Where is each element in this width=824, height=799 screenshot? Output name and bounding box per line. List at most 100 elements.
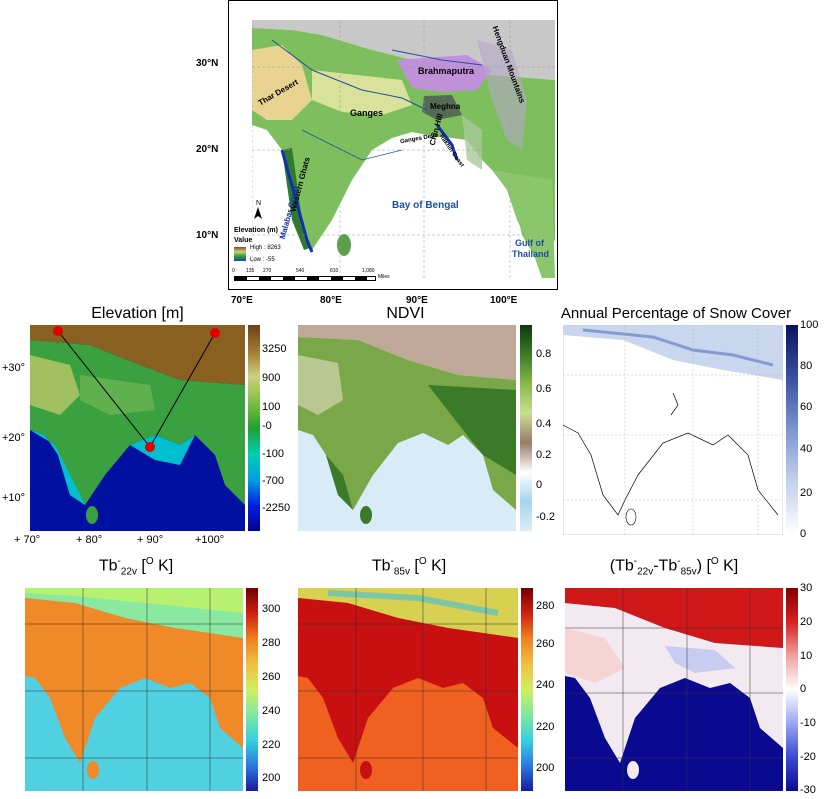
- scale-bar: [234, 276, 376, 281]
- title-part: Tb: [98, 557, 118, 575]
- elevation-cb-tick: -2250: [262, 502, 291, 514]
- elevation-lon-tick: + 90°: [137, 534, 164, 546]
- top-lat-label: 20°N: [196, 144, 219, 155]
- ndvi-cb-tick: 0.6: [536, 383, 552, 395]
- title-sub: 85v: [680, 566, 697, 578]
- ndvi-cb-tick: 0.4: [536, 418, 552, 430]
- title-part: -Tb: [653, 557, 678, 575]
- top-lon-label: 80°E: [320, 295, 342, 306]
- scale-tick: 270: [263, 268, 272, 274]
- title-part: Tb: [371, 557, 391, 575]
- tb85-cb-tick: 240: [536, 679, 555, 691]
- elevation-cb-tick: -100: [262, 448, 285, 460]
- diff-colorbar: [786, 588, 798, 791]
- elevation-lat-tick: +20°: [2, 432, 26, 444]
- ndvi-cb-tick: 0.8: [536, 348, 552, 360]
- panel-title-ndvi: NDVI: [386, 305, 425, 322]
- title-unit-sup: O: [418, 556, 427, 567]
- ndvi-map: [298, 325, 516, 531]
- region-label-ganges: Ganges: [350, 108, 384, 118]
- title-part: ) [: [696, 557, 711, 575]
- panel-title-elevation: Elevation [m]: [91, 305, 184, 322]
- legend-high: High : 8263: [250, 245, 281, 251]
- elevation-cb-tick: -0: [262, 420, 272, 432]
- tb85-map: [298, 588, 518, 791]
- snow-cb-tick: 40: [800, 443, 813, 455]
- scale-tick: 540: [296, 268, 305, 274]
- region-label-meghna: Meghna: [430, 102, 461, 111]
- title-sup: -: [633, 556, 638, 567]
- title-sup: -: [390, 556, 394, 567]
- panel-title-tb85: Tb-85v [O K]: [298, 556, 520, 578]
- diff-cb-tick: 0: [800, 683, 807, 695]
- scale-tick: 0: [232, 268, 235, 274]
- top-lon-label: 90°E: [406, 295, 428, 306]
- top-lon-label: 70°E: [231, 295, 253, 306]
- top-map-image: [252, 20, 555, 278]
- snow-cb-tick: 20: [800, 487, 813, 499]
- diff-cb-tick: 20: [800, 616, 813, 628]
- snow-cb-tick: 60: [800, 401, 813, 413]
- title-unit: [: [409, 557, 419, 575]
- legend-value-label: Value: [234, 237, 253, 244]
- scale-tick: 135: [246, 268, 255, 274]
- region-label-bay: Bay of Bengal: [392, 200, 459, 211]
- legend-title: Elevation (m): [234, 227, 278, 234]
- ndvi-cb-tick: 0.2: [536, 449, 552, 461]
- elevation-map: [30, 325, 245, 531]
- elevation-lon-tick: +100°: [195, 534, 225, 546]
- north-arrow-icon: N: [256, 200, 262, 207]
- region-label-brahmaputra: Brahmaputra: [418, 66, 475, 76]
- top-lon-label: 100°E: [490, 295, 518, 306]
- top-lat-label: 30°N: [196, 58, 219, 69]
- tb85-cb-tick: 200: [536, 762, 555, 774]
- ndvi-cb-tick: -0.2: [536, 511, 555, 523]
- title-sub: 22v: [637, 566, 654, 578]
- title-unit-sup: O: [145, 556, 154, 567]
- legend-low: Low : -55: [250, 257, 275, 263]
- tb22-map: [25, 588, 243, 791]
- tb22-cb-tick: 200: [262, 772, 281, 784]
- title-sub: 22v: [120, 566, 137, 578]
- title-sub: 85v: [393, 566, 410, 578]
- tb22-cb-tick: 260: [262, 671, 281, 683]
- elevation-cb-tick: 900: [262, 372, 281, 384]
- elevation-cb-tick: -700: [262, 475, 285, 487]
- tb85-cb-tick: 260: [536, 638, 555, 650]
- elevation-lat-tick: +10°: [2, 492, 26, 504]
- panel-title-snow: Annual Percentage of Snow Cover: [560, 305, 792, 322]
- tb22-colorbar: [246, 588, 258, 791]
- panel-title-tb22: Tb-22v [O K]: [25, 556, 247, 578]
- scale-unit: Miles: [378, 274, 390, 280]
- panel-title-diff: (Tb-22v-Tb-85v) [O K]: [560, 556, 788, 578]
- elevation-lon-tick: + 80°: [76, 534, 103, 546]
- ndvi-cb-tick: 0: [536, 479, 543, 491]
- top-lat-label: 10°N: [196, 230, 219, 241]
- region-label-gulf: Thailand: [512, 249, 550, 259]
- snow-cb-tick: 100: [800, 319, 819, 331]
- region-label-gulf: Gulf of: [515, 238, 544, 248]
- elevation-colorbar: [248, 325, 260, 531]
- diff-cb-tick: -10: [800, 717, 816, 729]
- snow-colorbar: [786, 325, 798, 535]
- snow-cb-tick: 80: [800, 360, 813, 372]
- tb85-cb-tick: 280: [536, 600, 555, 612]
- diff-cb-tick: -20: [800, 751, 816, 763]
- title-sup: -: [677, 556, 681, 567]
- tb22-cb-tick: 220: [262, 739, 281, 751]
- diff-cb-tick: 10: [800, 650, 813, 662]
- title-unit-end: K]: [426, 557, 447, 575]
- elevation-cb-tick: 3250: [262, 343, 287, 355]
- tb22-cb-tick: 300: [262, 603, 281, 615]
- tb85-colorbar: [521, 588, 533, 791]
- elevation-lon-tick: + 70°: [14, 534, 41, 546]
- title-unit: [: [136, 557, 146, 575]
- north-arrow-icon: [254, 207, 262, 219]
- ndvi-colorbar: [520, 325, 532, 531]
- scale-tick: 810: [330, 268, 339, 274]
- title-unit-end: K]: [153, 557, 174, 575]
- diff-cb-tick: -30: [800, 784, 816, 796]
- elevation-cb-tick: 100: [262, 401, 281, 413]
- legend-color-swatch: [234, 247, 246, 261]
- title-unit-sup: O: [710, 556, 719, 567]
